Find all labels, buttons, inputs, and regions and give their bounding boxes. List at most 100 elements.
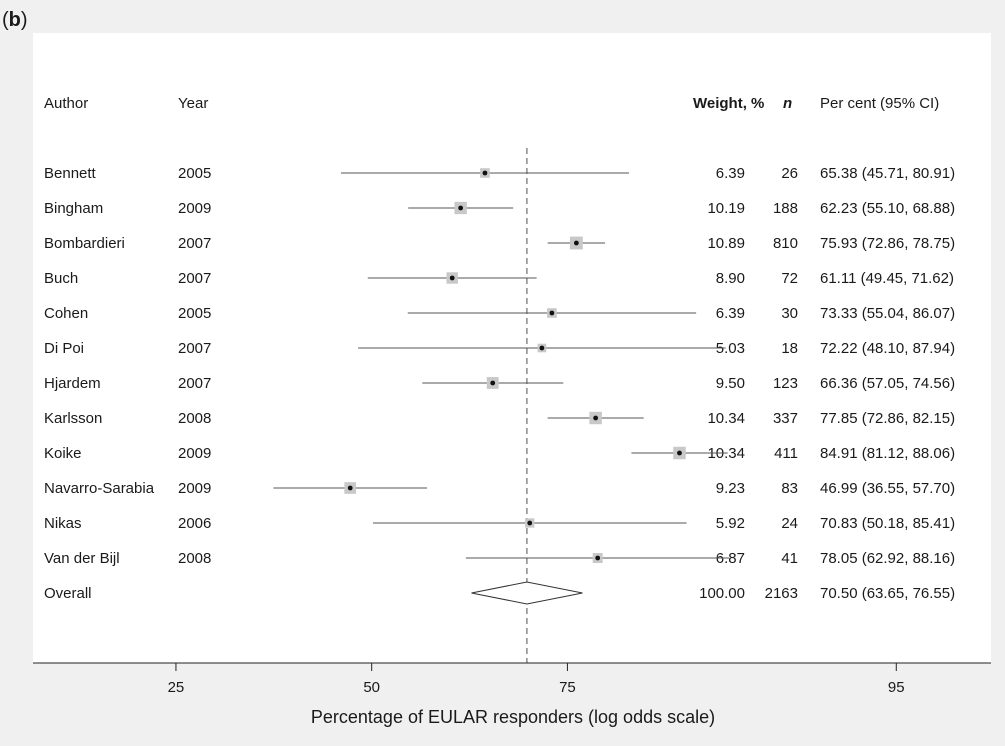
author-name: Navarro-Sarabia — [44, 480, 155, 497]
sample-size: 810 — [773, 235, 798, 252]
weight-value: 6.39 — [716, 165, 745, 182]
point-estimate — [593, 415, 599, 421]
point-estimate — [482, 170, 488, 176]
author-name: Di Poi — [44, 340, 84, 357]
header-ci: Per cent (95% CI) — [820, 95, 939, 112]
sample-size: 411 — [774, 445, 798, 462]
study-year: 2008 — [178, 410, 211, 427]
ci-value: 70.83 (50.18, 85.41) — [820, 515, 955, 532]
point-estimate — [458, 205, 464, 211]
overall-diamond — [471, 581, 583, 605]
sample-size: 41 — [781, 550, 798, 567]
weight-value: 5.92 — [716, 515, 745, 532]
study-row: Nikas 2006 5.92 24 70.83 (50.18, 85.41) — [44, 515, 955, 532]
study-row: Van der Bijl 2008 6.87 41 78.05 (62.92, 88.1… — [44, 550, 955, 567]
ci-value: 66.36 (57.05, 74.56) — [820, 375, 955, 392]
ci-value: 84.91 (81.12, 88.06) — [820, 445, 955, 462]
x-axis-label: Percentage of EULAR responders (log odds… — [311, 707, 715, 727]
sample-size: 188 — [773, 200, 798, 217]
x-tick-label: 95 — [888, 679, 905, 696]
study-year: 2008 — [178, 550, 211, 567]
study-row: Koike 2009 10.34 411 84.91 (81.12, 88.06) — [44, 445, 955, 462]
author-name: Nikas — [44, 515, 82, 532]
x-tick-label: 75 — [559, 679, 576, 696]
study-year: 2007 — [178, 340, 211, 357]
ci-value: 77.85 (72.86, 82.15) — [820, 410, 955, 427]
sample-size: 83 — [781, 480, 798, 497]
sample-size: 24 — [781, 515, 798, 532]
x-tick-label: 25 — [168, 679, 185, 696]
ci-value: 72.22 (48.10, 87.94) — [820, 340, 955, 357]
author-name: Koike — [44, 445, 82, 462]
sample-size: 30 — [781, 305, 798, 322]
author-name: Bingham — [44, 200, 103, 217]
panel-label: (b) — [2, 9, 28, 31]
study-row: Karlsson 2008 10.34 337 77.85 (72.86, 82.15) — [44, 410, 955, 427]
ci-value: 46.99 (36.55, 57.70) — [820, 480, 955, 497]
study-year: 2007 — [178, 270, 211, 287]
x-axis-ticks: 25 50 75 95 — [168, 663, 905, 696]
header-author: Author — [44, 95, 88, 112]
study-year: 2007 — [178, 235, 211, 252]
author-name: Hjardem — [44, 375, 101, 392]
weight-value: 9.23 — [716, 480, 745, 497]
ci-value: 65.38 (45.71, 80.91) — [820, 165, 955, 182]
author-name: Overall — [44, 585, 92, 602]
ci-value: 61.11 (49.45, 71.62) — [820, 270, 954, 287]
header-n: n — [783, 95, 792, 112]
study-row: Cohen 2005 6.39 30 73.33 (55.04, 86.07) — [44, 305, 955, 322]
sample-size: 18 — [781, 340, 798, 357]
x-tick-label: 50 — [363, 679, 380, 696]
study-year: 2009 — [178, 445, 211, 462]
point-estimate — [677, 450, 682, 456]
sample-size: 26 — [781, 165, 798, 182]
study-row: Bombardieri 2007 10.89 810 75.93 (72.86, 78.… — [44, 235, 955, 252]
weight-value: 10.19 — [707, 200, 745, 217]
weight-value: 5.03 — [716, 340, 745, 357]
overall-row: Overall 100.00 2163 70.50 (63.65, 76.55) — [44, 581, 955, 605]
ci-value: 73.33 (55.04, 86.07) — [820, 305, 955, 322]
author-name: Karlsson — [44, 410, 102, 427]
sample-size: 123 — [773, 375, 798, 392]
weight-value: 10.34 — [707, 410, 745, 427]
ci-value: 78.05 (62.92, 88.16) — [820, 550, 955, 567]
point-estimate — [595, 555, 601, 561]
study-row: Di Poi 2007 5.03 18 72.22 (48.10, 87.94) — [44, 340, 955, 357]
weight-value: 6.87 — [716, 550, 745, 567]
study-year: 2005 — [178, 165, 211, 182]
study-year: 2005 — [178, 305, 211, 322]
study-year: 2009 — [178, 200, 211, 217]
study-row: Hjardem 2007 9.50 123 66.36 (57.05, 74.56) — [44, 375, 955, 392]
study-year: 2009 — [178, 480, 211, 497]
study-year: 2006 — [178, 515, 211, 532]
study-row: Buch 2007 8.90 72 61.11 (49.45, 71.62) — [44, 270, 954, 287]
ci-value: 75.93 (72.86, 78.75) — [820, 235, 955, 252]
author-name: Van der Bijl — [44, 550, 120, 567]
ci-value: 62.23 (55.10, 68.88) — [820, 200, 955, 217]
ci-value: 70.50 (63.65, 76.55) — [820, 585, 955, 602]
study-rows: Bennett 2005 6.39 26 65.38 (45.71, 80.91) Bin… — [44, 165, 955, 605]
header-weight: Weight, % — [693, 95, 764, 112]
study-year: 2007 — [178, 375, 211, 392]
point-estimate — [527, 520, 533, 526]
weight-value: 6.39 — [716, 305, 745, 322]
author-name: Bombardieri — [44, 235, 125, 252]
point-estimate — [539, 345, 545, 351]
point-estimate — [449, 275, 455, 281]
sample-size: 2163 — [765, 585, 798, 602]
study-row: Bennett 2005 6.39 26 65.38 (45.71, 80.91) — [44, 165, 955, 182]
point-estimate — [573, 240, 579, 246]
author-name: Bennett — [44, 165, 97, 182]
study-row: Navarro-Sarabia 2009 9.23 83 46.99 (36.55, 5… — [44, 480, 955, 497]
weight-value: 9.50 — [716, 375, 745, 392]
point-estimate — [549, 310, 555, 316]
weight-value: 100.00 — [699, 585, 745, 602]
sample-size: 337 — [773, 410, 798, 427]
sample-size: 72 — [781, 270, 798, 287]
point-estimate — [347, 485, 353, 491]
weight-value: 8.90 — [716, 270, 745, 287]
header-year: Year — [178, 95, 208, 112]
point-estimate — [490, 380, 496, 386]
